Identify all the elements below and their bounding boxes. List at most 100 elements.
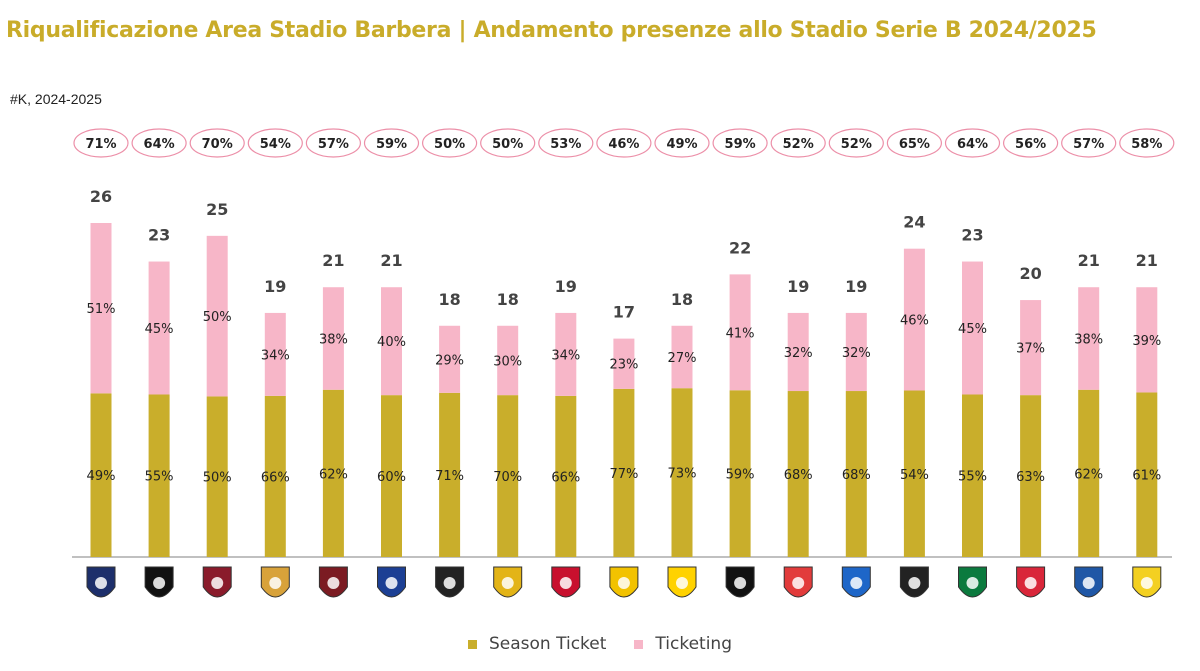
ticketing-pct-label: 37% [1016, 342, 1045, 357]
crest-emblem-icon [734, 577, 747, 589]
ticketing-pct-label: 27% [668, 351, 697, 366]
crest-emblem-icon [676, 577, 688, 589]
bar-ticketing [439, 325, 461, 393]
season-ticket-pct-label: 55% [145, 470, 174, 485]
bar-ticketing [1020, 300, 1042, 396]
top-pct-label: 53% [550, 137, 581, 152]
top-pct-oval [480, 128, 536, 158]
total-value-label: 23 [961, 226, 983, 245]
crest-emblem-icon [966, 577, 979, 589]
season-ticket-pct-label: 73% [668, 467, 697, 482]
season-ticket-pct-label: 55% [958, 470, 987, 485]
top-pct-label: 57% [1073, 137, 1104, 152]
top-pct-label: 50% [434, 137, 465, 152]
total-value-label: 23 [148, 226, 170, 245]
crest-emblem-icon [908, 577, 921, 589]
ticketing-pct-label: 34% [551, 348, 580, 363]
top-pct-oval [1119, 128, 1175, 158]
bar-season-ticket [555, 395, 577, 557]
crest-emblem-icon [1082, 577, 1095, 589]
top-pct-label: 70% [202, 137, 233, 152]
top-pct-oval [944, 128, 1001, 158]
crest-emblem-icon [501, 577, 514, 589]
crest-emblem-icon [792, 577, 805, 589]
top-pct-label: 71% [85, 137, 116, 152]
season-ticket-pct-label: 49% [87, 469, 116, 484]
top-pct-label: 52% [783, 137, 814, 152]
top-pct-label: 59% [725, 137, 756, 152]
total-value-label: 18 [438, 290, 460, 309]
season-ticket-pct-label: 68% [784, 468, 813, 483]
top-pct-label: 65% [899, 137, 930, 152]
total-value-label: 20 [1019, 264, 1041, 283]
total-value-label: 18 [671, 290, 693, 309]
total-value-label: 19 [845, 277, 867, 296]
crest-emblem-icon [850, 577, 863, 589]
top-pct-label: 49% [666, 137, 697, 152]
ticketing-pct-label: 38% [319, 332, 348, 347]
ticketing-pct-label: 32% [842, 346, 871, 361]
bar-ticketing [671, 325, 693, 389]
ticketing-pct-label: 23% [609, 358, 638, 373]
bar-ticketing [787, 312, 809, 392]
ticketing-pct-label: 51% [87, 302, 116, 317]
season-ticket-pct-label: 50% [203, 471, 232, 486]
ticketing-pct-label: 46% [900, 314, 929, 329]
top-pct-label: 59% [376, 137, 407, 152]
bar-season-ticket [903, 390, 925, 557]
ticketing-pct-label: 50% [203, 310, 232, 325]
bar-season-ticket [148, 394, 170, 557]
legend-item-ticketing: Ticketing [634, 634, 732, 654]
legend-item-season-ticket: Season Ticket [468, 634, 606, 654]
bar-season-ticket [962, 394, 983, 557]
ticketing-pct-label: 34% [261, 348, 290, 363]
top-pct-label: 50% [492, 137, 523, 152]
season-ticket-pct-label: 61% [1132, 469, 1161, 484]
crest-emblem-icon [95, 577, 107, 589]
top-pct-oval [712, 128, 768, 158]
top-pct-oval [886, 128, 943, 158]
total-value-label: 17 [613, 303, 635, 322]
top-pct-oval [654, 128, 710, 158]
season-ticket-pct-label: 59% [726, 468, 755, 483]
bar-ticketing [148, 261, 170, 395]
chart-title: Riqualificazione Area Stadio Barbera | A… [6, 18, 1097, 43]
top-pct-label: 46% [608, 137, 639, 152]
crest-emblem-icon [443, 577, 456, 589]
crest-emblem-icon [269, 577, 282, 589]
bar-ticketing [1078, 287, 1100, 390]
top-pct-oval [538, 128, 594, 158]
season-ticket-pct-label: 62% [1074, 467, 1103, 482]
total-value-label: 21 [322, 251, 344, 270]
total-value-label: 19 [555, 277, 577, 296]
total-value-label: 19 [787, 277, 809, 296]
crest-emblem-icon [385, 577, 398, 589]
legend-swatch-season-ticket [468, 639, 477, 649]
ticketing-pct-label: 45% [958, 322, 987, 337]
crest-emblem-icon [153, 577, 166, 589]
top-pct-oval [828, 128, 884, 158]
crest-emblem-icon [617, 577, 630, 589]
top-pct-oval [596, 128, 652, 158]
legend-swatch-ticketing [634, 639, 644, 649]
bar-ticketing [90, 223, 112, 394]
season-ticket-pct-label: 70% [493, 470, 522, 485]
total-value-label: 21 [1078, 251, 1100, 270]
bar-ticketing [1136, 287, 1158, 393]
bar-ticketing [903, 248, 925, 391]
top-pct-label: 57% [318, 137, 349, 152]
bar-season-ticket [1136, 392, 1158, 557]
bar-season-ticket [206, 396, 228, 557]
top-pct-oval [305, 128, 361, 158]
bar-ticketing [729, 274, 751, 391]
legend-label-ticketing: Ticketing [655, 634, 732, 654]
bar-ticketing [845, 312, 867, 392]
top-pct-oval [363, 128, 420, 158]
season-ticket-pct-label: 60% [377, 470, 406, 485]
total-value-label: 24 [903, 213, 925, 232]
season-ticket-pct-label: 66% [551, 470, 580, 485]
top-pct-label: 64% [957, 137, 988, 152]
top-pct-label: 56% [1015, 137, 1046, 152]
legend: Season Ticket Ticketing [0, 634, 1200, 654]
bar-season-ticket [787, 391, 809, 557]
